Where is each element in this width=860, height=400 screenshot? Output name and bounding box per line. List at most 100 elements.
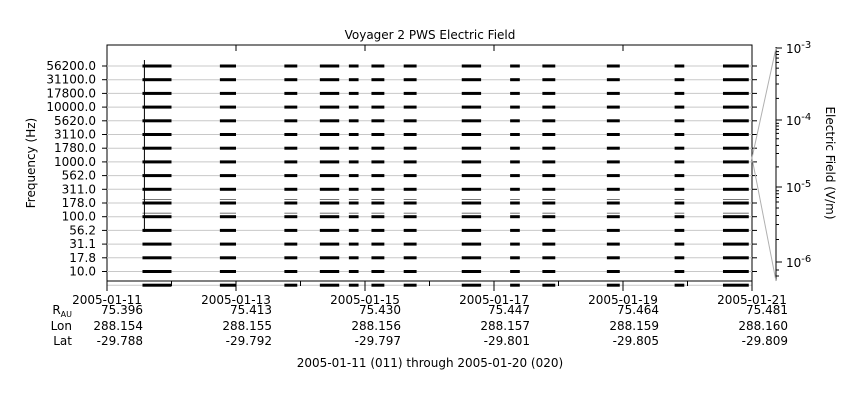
data-band <box>674 64 685 68</box>
data-band <box>606 64 620 68</box>
data-band <box>371 201 385 205</box>
data-band <box>403 119 417 123</box>
colorbar-tick-label: 10-4 <box>786 112 811 128</box>
data-band <box>219 201 236 205</box>
data-band <box>371 105 385 109</box>
data-band <box>510 256 520 260</box>
data-band <box>319 215 340 219</box>
data-band <box>319 228 340 232</box>
data-speckle <box>510 199 520 200</box>
x-tick-label: 2005-01-17 <box>459 293 529 307</box>
data-band <box>510 146 520 150</box>
data-band <box>674 91 685 95</box>
data-band <box>284 105 298 109</box>
data-band <box>674 133 685 136</box>
colorbar-tick-label: 10-3 <box>786 40 811 56</box>
data-band <box>461 270 482 273</box>
data-band <box>606 201 620 205</box>
data-speckle <box>403 212 417 214</box>
data-speckle <box>219 212 236 214</box>
data-speckle <box>319 212 340 214</box>
data-band <box>219 228 236 232</box>
data-band <box>403 256 417 260</box>
y-tick-label: 311.0 <box>62 182 96 196</box>
data-band <box>371 78 385 82</box>
data-band <box>319 91 340 95</box>
data-band <box>284 215 298 219</box>
data-band <box>722 160 749 164</box>
data-band <box>461 64 482 68</box>
data-band <box>403 270 417 273</box>
data-band <box>510 270 520 273</box>
data-band <box>606 187 620 191</box>
data-band <box>542 283 556 287</box>
data-band <box>461 174 482 178</box>
data-band <box>371 64 385 68</box>
data-band <box>219 133 236 136</box>
data-band <box>722 215 749 219</box>
ephemeris-value: 288.154 <box>93 319 143 333</box>
y-tick-label: 10000.0 <box>46 100 96 114</box>
x-tick-label: 2005-01-21 <box>717 293 787 307</box>
data-band <box>319 201 340 205</box>
data-band <box>142 78 172 82</box>
y-tick-label: 3110.0 <box>54 128 96 142</box>
data-band <box>284 283 298 287</box>
data-band <box>371 160 385 164</box>
ephemeris-row-label: Lat <box>53 334 72 348</box>
data-band <box>371 146 385 150</box>
data-speckle <box>542 199 556 200</box>
ephemeris-value: 288.160 <box>738 319 788 333</box>
data-band <box>510 228 520 232</box>
y-tick-label: 17.8 <box>69 251 96 265</box>
data-band <box>219 174 236 178</box>
data-speckle <box>142 212 172 214</box>
data-band <box>284 201 298 205</box>
data-band <box>142 201 172 205</box>
data-speckle <box>606 212 620 214</box>
data-band <box>319 242 340 246</box>
data-band <box>461 228 482 232</box>
data-band <box>348 174 359 178</box>
data-band <box>606 283 620 287</box>
data-band <box>722 119 749 123</box>
data-band <box>142 105 172 109</box>
data-band <box>542 64 556 68</box>
data-band <box>542 105 556 109</box>
data-band <box>284 160 298 164</box>
data-speckle <box>461 212 482 214</box>
data-band <box>403 228 417 232</box>
data-band <box>722 105 749 109</box>
data-band <box>461 105 482 109</box>
data-band <box>348 187 359 191</box>
ephemeris-row-label: Lon <box>50 319 72 333</box>
data-band <box>461 133 482 136</box>
data-band <box>510 91 520 95</box>
data-band <box>722 270 749 273</box>
data-band <box>348 64 359 68</box>
data-band <box>542 256 556 260</box>
data-band <box>722 228 749 232</box>
data-band <box>284 91 298 95</box>
y-tick-label: 100.0 <box>62 210 96 224</box>
ephemeris-value: 288.156 <box>351 319 401 333</box>
data-band <box>348 215 359 219</box>
data-band <box>403 105 417 109</box>
data-band <box>319 256 340 260</box>
data-band <box>722 78 749 82</box>
data-band <box>510 78 520 82</box>
data-band <box>510 187 520 191</box>
data-band <box>674 174 685 178</box>
data-band <box>403 187 417 191</box>
data-band <box>142 270 172 273</box>
data-band <box>542 242 556 246</box>
y-tick-label: 562.0 <box>62 169 96 183</box>
data-band <box>722 133 749 136</box>
data-band <box>606 174 620 178</box>
data-speckle <box>371 212 385 214</box>
data-band <box>319 64 340 68</box>
data-band <box>674 201 685 205</box>
data-speckle <box>142 199 172 200</box>
data-band <box>348 228 359 232</box>
